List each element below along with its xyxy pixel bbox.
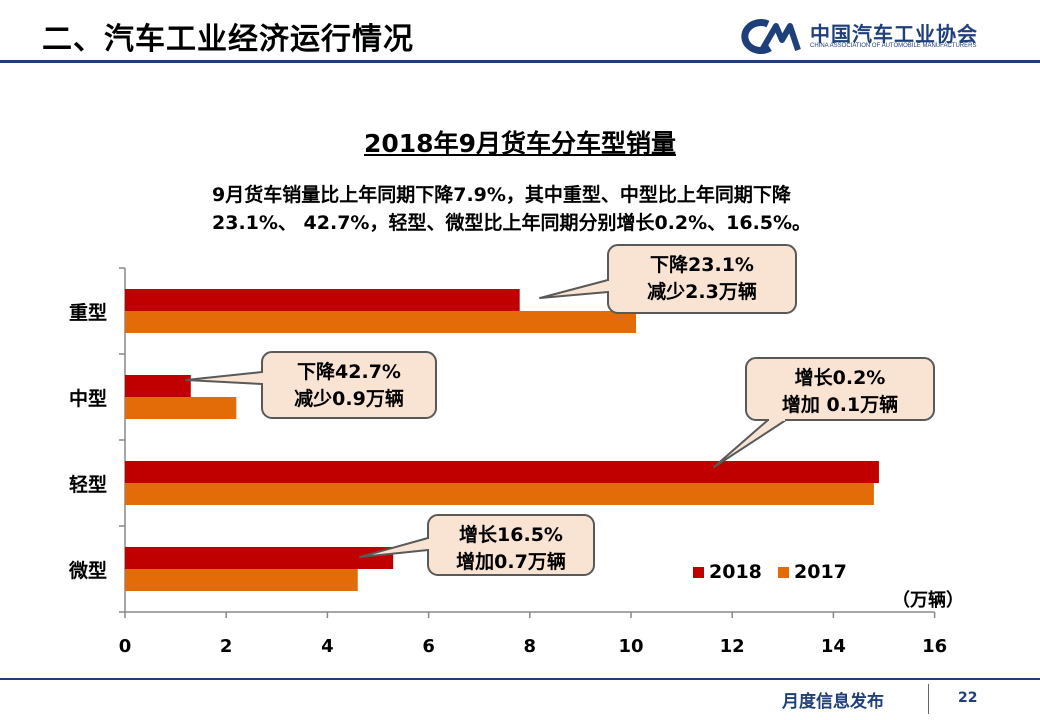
logo: 中国汽车工业协会 CHINA ASSOCIATION OF AUTOMOBILE…	[732, 16, 1002, 56]
x-tick-label: 2	[220, 636, 233, 657]
callout-pointer	[713, 419, 787, 468]
summary-line-2: 23.1%、 42.7%，轻型、微型比上年同期分别增长0.2%、16.5%。	[212, 212, 812, 234]
x-tick-label: 16	[922, 636, 947, 657]
legend-label-2018: 2018	[709, 561, 762, 583]
footer-divider	[0, 678, 1040, 680]
callout-seam	[769, 418, 785, 421]
x-tick-label: 8	[524, 636, 537, 657]
bar-2018	[125, 461, 879, 483]
bar-2017	[125, 397, 237, 419]
bar-2017	[125, 311, 637, 333]
callout-box	[745, 357, 935, 421]
page-title: 二、汽车工业经济运行情况	[42, 22, 414, 57]
x-tick-label: 0	[119, 636, 132, 657]
x-tick-label: 10	[618, 636, 643, 657]
unit-label: （万辆）	[892, 589, 964, 611]
callout-text: 增加 0.1万辆	[782, 393, 898, 416]
summary-line-1: 9月货车销量比上年同期下降7.9%，其中重型、中型比上年同期下降	[212, 184, 791, 206]
x-tick-label: 6	[422, 636, 435, 657]
callout-text: 增长0.2%	[795, 366, 886, 389]
header-divider	[0, 60, 1040, 63]
bar-2018	[125, 375, 191, 397]
legend-label-2017: 2017	[794, 561, 847, 583]
bar-2018	[125, 289, 520, 311]
cam-logo-icon	[741, 19, 801, 55]
page-number: 22	[958, 690, 978, 706]
logo-english-name: CHINA ASSOCIATION OF AUTOMOBILE MANUFACT…	[810, 43, 977, 49]
bar-2017	[125, 483, 874, 505]
bar-2018	[125, 547, 394, 569]
x-tick-label: 4	[321, 636, 334, 657]
callout-text: 减少2.3万辆	[647, 280, 757, 303]
category-label: 中型	[69, 387, 107, 410]
callout-seam	[427, 539, 430, 549]
footer-separator	[928, 684, 929, 714]
category-label: 轻型	[69, 473, 107, 496]
callout-seam	[607, 281, 610, 291]
category-label: 微型	[68, 559, 107, 582]
callout-text: 下降42.7%	[297, 360, 401, 383]
callout-pointer	[185, 371, 263, 385]
x-tick-label: 12	[720, 636, 745, 657]
callout-pointer	[539, 279, 609, 299]
callout-seam	[261, 373, 264, 383]
x-tick-label: 14	[821, 636, 846, 657]
footer-label: 月度信息发布	[782, 692, 884, 712]
callout-text: 增加0.7万辆	[456, 550, 566, 573]
category-label: 重型	[69, 301, 107, 324]
summary-text: 9月货车销量比上年同期下降7.9%，其中重型、中型比上年同期下降 23.1%、 …	[212, 181, 811, 237]
callout-text: 减少0.9万辆	[294, 387, 404, 410]
bar-2017	[125, 569, 358, 591]
callout-text: 下降23.1%	[650, 253, 754, 276]
legend-swatch-2017	[778, 567, 789, 578]
callout-text: 增长16.5%	[459, 523, 563, 546]
chart-title: 2018年9月货车分车型销量	[364, 129, 676, 158]
logo-chinese-name: 中国汽车工业协会	[810, 22, 978, 46]
legend-swatch-2018	[693, 567, 704, 578]
